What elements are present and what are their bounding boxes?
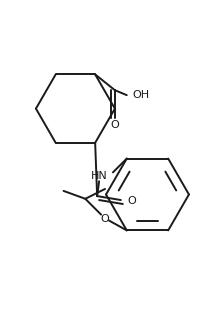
Text: O: O	[111, 120, 119, 130]
Text: O: O	[127, 196, 136, 206]
Text: HN: HN	[91, 171, 108, 181]
Text: OH: OH	[132, 90, 149, 100]
Text: O: O	[101, 214, 109, 224]
